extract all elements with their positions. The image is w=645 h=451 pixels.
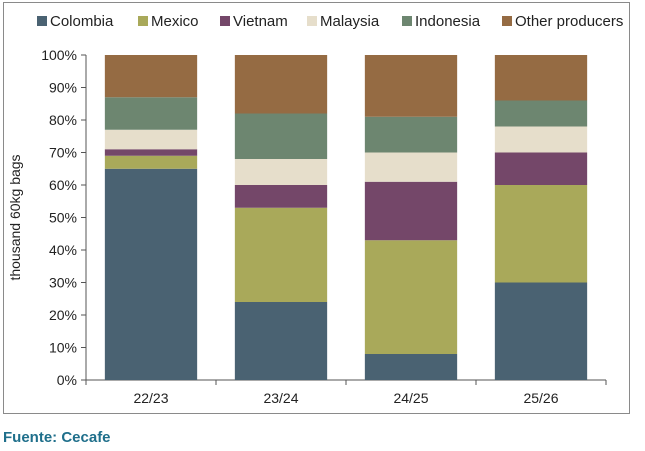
legend-swatch (138, 16, 148, 26)
bar-segment (104, 155, 198, 169)
x-tick-label: 25/26 (523, 390, 558, 406)
y-tick-label: 20% (49, 307, 77, 323)
bar-segment (364, 116, 458, 153)
y-axis-title: thousand 60kg bags (7, 154, 23, 280)
bar-segment (104, 55, 198, 98)
y-tick-label: 0% (57, 372, 77, 388)
bar-segment (494, 126, 588, 153)
bar-segment (104, 149, 198, 156)
y-tick-label: 90% (49, 80, 77, 96)
bar-segment (104, 168, 198, 380)
x-axis: 22/23 23/24 24/25 25/26 (85, 379, 607, 406)
y-tick-label: 10% (49, 340, 77, 356)
bar-segment (364, 152, 458, 182)
legend: Colombia Mexico Vietnam Malaysia Indonesia Ot… (37, 13, 623, 30)
bar-segment (234, 55, 328, 114)
bar-segment (364, 354, 458, 380)
bar-segment (494, 185, 588, 283)
bar-segment (234, 185, 328, 208)
legend-swatch (37, 16, 47, 26)
legend-label: Other producers (515, 13, 623, 30)
y-tick-label: 50% (49, 210, 77, 226)
stacked-bar-chart: Colombia Mexico Vietnam Malaysia Indonesia Ot… (7, 13, 623, 406)
legend-label: Indonesia (415, 13, 481, 30)
legend-swatch (220, 16, 230, 26)
legend-swatch (502, 16, 512, 26)
bar-segment (364, 55, 458, 117)
y-tick-label: 60% (49, 177, 77, 193)
bar-segment (364, 181, 458, 241)
chart-frame: Colombia Mexico Vietnam Malaysia Indonesia Ot… (3, 2, 630, 414)
y-tick-label: 70% (49, 145, 77, 161)
bar-segment (364, 240, 458, 354)
bar-segment (494, 55, 588, 101)
bar-segment (234, 159, 328, 185)
bar-segment (234, 207, 328, 302)
legend-label: Colombia (50, 13, 114, 30)
y-axis: 0% 10% 20% 30% 40% 50% 60% 70% 80% 90% 100% (41, 47, 87, 388)
bar-segment (104, 129, 198, 150)
bar-segment (494, 100, 588, 127)
y-tick-label: 40% (49, 242, 77, 258)
y-tick-label: 100% (41, 47, 77, 63)
y-tick-label: 30% (49, 275, 77, 291)
bars (104, 55, 588, 380)
y-tick-label: 80% (49, 112, 77, 128)
x-tick-label: 23/24 (263, 390, 298, 406)
bar-segment (234, 113, 328, 159)
bar-segment (234, 302, 328, 380)
bar-segment (104, 97, 198, 130)
legend-label: Vietnam (233, 13, 288, 30)
bar-segment (494, 152, 588, 185)
legend-swatch (402, 16, 412, 26)
legend-label: Malaysia (320, 13, 380, 30)
legend-swatch (307, 16, 317, 26)
legend-label: Mexico (151, 13, 199, 30)
bar-segment (494, 282, 588, 380)
x-tick-label: 22/23 (133, 390, 168, 406)
x-tick-label: 24/25 (393, 390, 428, 406)
source-note: Fuente: Cecafe (3, 429, 111, 446)
